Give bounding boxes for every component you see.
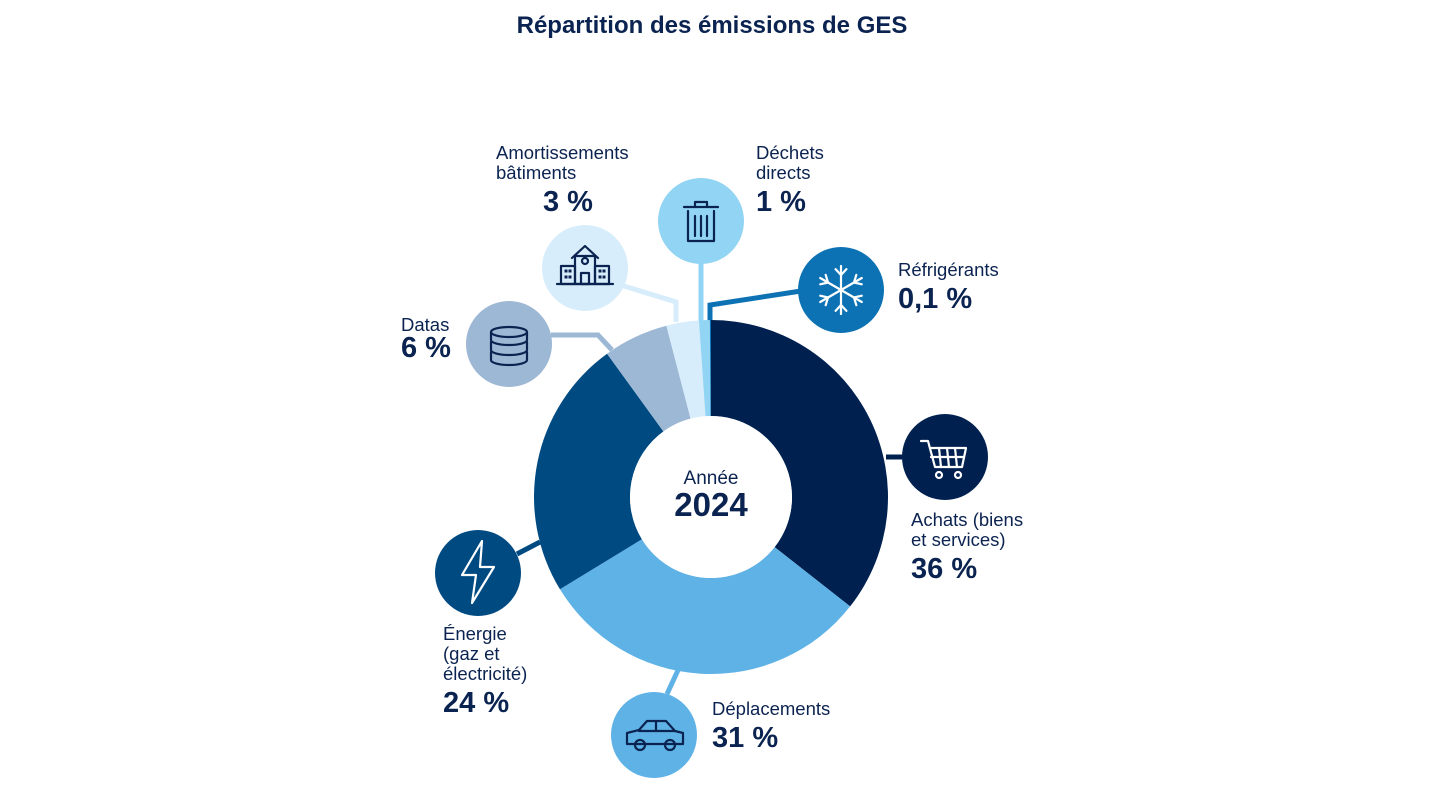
label-value: 3 % xyxy=(543,186,593,218)
label-name: (gaz et xyxy=(443,643,500,664)
label-name: bâtiments xyxy=(496,162,576,183)
slice-amortissements xyxy=(666,320,706,419)
slice-deplacements xyxy=(559,539,851,674)
label-name: directs xyxy=(756,162,811,183)
connector-deplacements xyxy=(664,666,682,696)
label-refrigerants: Réfrigérants 0,1 % xyxy=(898,259,999,315)
label-name: Datas xyxy=(401,314,449,335)
label-value: 24 % xyxy=(443,687,509,719)
category-icons xyxy=(435,178,988,778)
label-name: électricité) xyxy=(443,663,527,684)
center-label: Année xyxy=(684,468,739,489)
building-icon xyxy=(542,225,628,311)
lightning-bolt-icon xyxy=(435,530,521,616)
chart-title: Répartition des émissions de GES xyxy=(516,12,908,39)
label-name: Énergie xyxy=(443,623,507,644)
trash-can-icon xyxy=(658,178,744,264)
slice-refrigerants xyxy=(709,320,711,417)
label-name: Réfrigérants xyxy=(898,259,999,280)
label-value: 0,1 % xyxy=(898,283,972,315)
label-value: 1 % xyxy=(756,186,806,218)
slice-energie xyxy=(534,353,664,590)
donut-slices xyxy=(534,320,889,674)
shopping-cart-icon xyxy=(902,414,988,500)
donut-hole xyxy=(630,416,792,578)
slice-achats xyxy=(711,320,889,607)
label-name: et services) xyxy=(911,529,1006,550)
snowflake-icon xyxy=(798,247,884,333)
car-icon xyxy=(611,692,697,778)
connector-amortissements xyxy=(623,283,679,322)
connector-energie xyxy=(515,539,542,557)
label-deplacements: Déplacements 31 % xyxy=(712,698,830,754)
slice-datas xyxy=(607,325,691,432)
label-value: 6 % xyxy=(401,332,451,364)
database-icon xyxy=(466,301,552,387)
slice-dechets xyxy=(698,320,711,417)
connector-lines xyxy=(515,263,903,696)
label-value: 36 % xyxy=(911,553,977,585)
label-name: Amortissements xyxy=(496,142,629,163)
center-year: 2024 xyxy=(674,486,748,523)
label-value: 31 % xyxy=(712,722,778,754)
label-name: Déchets xyxy=(756,142,824,163)
label-name: Achats (biens xyxy=(911,509,1023,530)
label-name: Déplacements xyxy=(712,698,830,719)
connector-refrigerants xyxy=(707,288,802,322)
connector-datas xyxy=(551,332,614,352)
